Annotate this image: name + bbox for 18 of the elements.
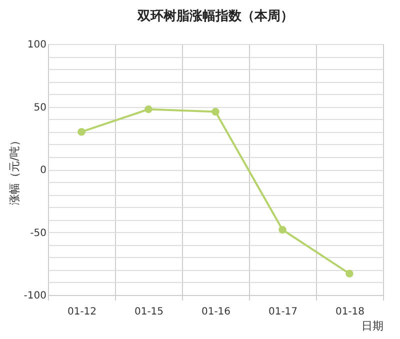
y-tick-label: -50 (30, 228, 46, 239)
y-tick-label: 100 (27, 40, 46, 50)
y-tick-label: -100 (24, 290, 46, 302)
x-tick-label: 01-12 (67, 306, 97, 318)
point (278, 226, 286, 234)
x-tick-label: 01-16 (201, 306, 231, 318)
point (346, 270, 354, 278)
x-tick-label: 01-15 (134, 306, 164, 318)
x-tick-label: 01-18 (335, 306, 365, 318)
y-axis-title: 涨幅（元/吨） (8, 135, 21, 205)
y-tick-label: 0 (40, 165, 46, 176)
point (144, 105, 152, 114)
point (212, 108, 220, 116)
chart-title: 双环树脂涨幅指数（本周） (136, 9, 294, 24)
point (78, 128, 86, 136)
x-axis-title: 日期 (362, 320, 384, 332)
x-tick-label: 01-17 (268, 306, 298, 318)
y-tick-label: 50 (34, 102, 46, 114)
